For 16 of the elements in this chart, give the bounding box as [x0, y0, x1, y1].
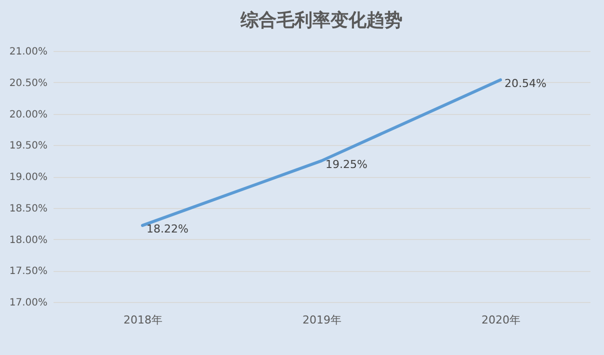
- data-label: 18.22%: [146, 222, 188, 236]
- y-tick-label: 21.00%: [9, 46, 48, 58]
- x-tick-label: 2020年: [482, 314, 520, 326]
- y-tick-label: 20.00%: [9, 109, 48, 120]
- y-tick-label: 18.50%: [9, 203, 48, 214]
- y-tick-label: 19.50%: [9, 140, 48, 152]
- chart-title: 综合毛利率变化趋势: [240, 10, 402, 31]
- y-tick-label: 20.50%: [9, 78, 48, 89]
- data-label: 19.25%: [326, 158, 368, 171]
- y-tick-label: 17.00%: [9, 298, 48, 308]
- y-tick-label: 19.00%: [9, 172, 48, 183]
- y-tick-label: 17.50%: [9, 266, 48, 278]
- x-tick-label: 2019年: [302, 314, 342, 326]
- x-tick-label: 2018年: [124, 314, 162, 326]
- data-label: 20.54%: [504, 76, 546, 90]
- y-tick-label: 18.00%: [9, 234, 48, 246]
